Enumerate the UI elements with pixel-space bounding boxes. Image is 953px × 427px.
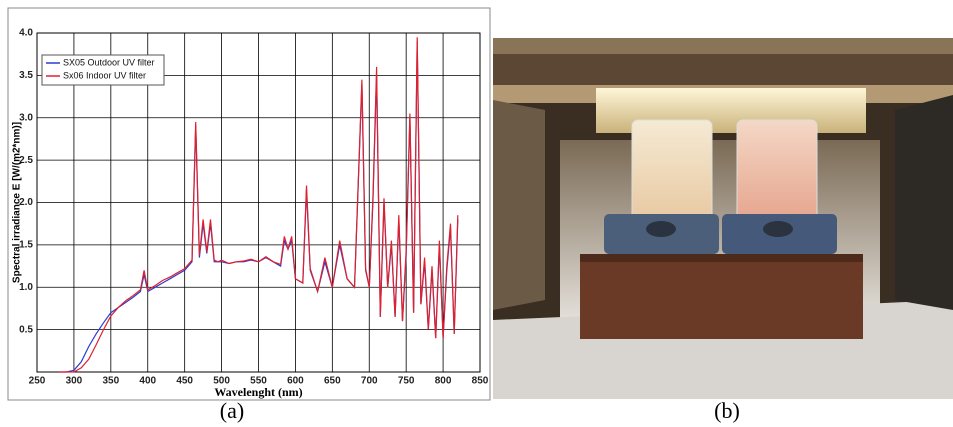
x-tick-label: 650: [324, 376, 341, 387]
photo: [493, 38, 953, 399]
x-tick-label: 350: [102, 376, 119, 387]
y-tick-label: 3.5: [19, 70, 33, 81]
figure: 2503003504004505005506006507007508008500…: [0, 0, 953, 427]
y-tick-label: 3.0: [19, 112, 33, 123]
legend-label: SX05 Outdoor UV filter: [63, 57, 155, 67]
y-tick-label: 0.5: [19, 324, 33, 335]
x-tick-label: 750: [398, 376, 415, 387]
y-tick-label: 4.0: [19, 28, 33, 39]
x-tick-label: 800: [435, 376, 452, 387]
x-tick-label: 700: [361, 376, 378, 387]
x-axis-label: Wavelenght (nm): [214, 385, 302, 399]
legend-label: Sx06 Indoor UV filter: [63, 70, 146, 80]
x-tick-label: 300: [66, 376, 83, 387]
caption: (a): [220, 398, 244, 423]
y-axis-label: Spectral irradiance E [W/(m2*nm)]: [12, 122, 23, 283]
x-tick-label: 250: [29, 376, 46, 387]
x-tick-label: 850: [472, 376, 489, 387]
x-tick-label: 450: [176, 376, 193, 387]
caption: (b): [714, 398, 740, 423]
x-tick-label: 400: [139, 376, 156, 387]
